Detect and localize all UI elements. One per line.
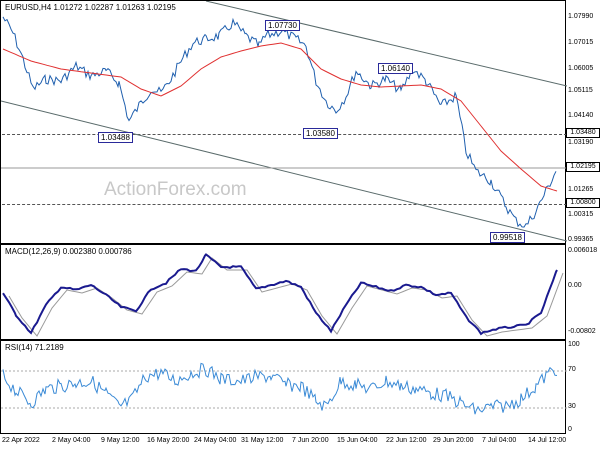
price-axis-label: 1.03190 — [568, 139, 594, 146]
price-axis-label: 1.01265 — [568, 186, 594, 193]
x-axis-label: 29 Jun 20:00 — [433, 437, 474, 444]
annotation-high-1: 1.07730 — [265, 20, 300, 31]
rsi-axis-label: 100 — [568, 341, 580, 348]
price-axis-label: 1.06005 — [568, 65, 594, 72]
moving-average-line — [2, 42, 558, 192]
x-axis-label: 7 Jun 20:00 — [292, 437, 329, 444]
price-axis-label: 1.07015 — [568, 39, 594, 46]
price-box-current: 1.02195 — [566, 162, 600, 172]
rsi-title: RSI(14) 71.2189 — [5, 343, 64, 352]
rsi-axis-label: 30 — [568, 403, 576, 410]
x-axis-label: 7 Jul 04:00 — [482, 437, 517, 444]
channel-lower-line — [1, 100, 567, 242]
price-axis-label: 1.00315 — [568, 211, 594, 218]
x-axis-label: 31 May 12:00 — [241, 437, 284, 444]
rsi-axis-label: 0 — [568, 426, 572, 433]
level-line-2 — [2, 204, 567, 205]
price-axis-label: 1.04140 — [568, 112, 594, 119]
rsi-line — [2, 362, 558, 415]
macd-axis-label: -0.00802 — [568, 328, 596, 335]
annotation-low-1: 1.03488 — [98, 132, 133, 143]
price-chart-title: EURUSD,H4 1.01272 1.02287 1.01263 1.0219… — [5, 3, 176, 12]
price-axis-label: 0.99365 — [568, 236, 594, 243]
price-chart-panel[interactable]: EURUSD,H4 1.01272 1.02287 1.01263 1.0219… — [0, 0, 567, 244]
macd-line — [2, 253, 558, 336]
annotation-low-3: 0.99518 — [490, 232, 525, 243]
macd-title: MACD(12,26,9) 0.002380 0.000786 — [5, 247, 132, 256]
x-axis-label: 14 Jul 12:00 — [528, 437, 567, 444]
macd-canvas — [2, 253, 564, 337]
price-chart-canvas — [1, 1, 567, 242]
macd-axis-label: 0.006018 — [568, 247, 598, 254]
level-line-1 — [2, 134, 567, 135]
rsi-panel[interactable]: RSI(14) 71.2189 — [0, 340, 567, 434]
rsi-canvas — [1, 362, 567, 415]
price-axis-label: 1.05115 — [568, 87, 593, 94]
x-axis-label: 2 May 04:00 — [52, 437, 91, 444]
annotation-low-2: 1.03580 — [303, 128, 338, 139]
price-series — [2, 16, 557, 228]
x-axis-label: 24 May 04:00 — [194, 437, 237, 444]
annotation-high-2: 1.06140 — [378, 63, 413, 74]
x-axis-label: 15 Jun 04:00 — [337, 437, 378, 444]
price-box-level-2: 1.00800 — [566, 198, 600, 208]
price-axis-label: 1.07990 — [568, 13, 594, 20]
rsi-axis-label: 70 — [568, 366, 576, 373]
x-axis-label: 16 May 20:00 — [147, 437, 190, 444]
x-axis-label: 9 May 12:00 — [101, 437, 140, 444]
watermark: ActionForex.com — [104, 179, 247, 200]
macd-axis-label: 0.00 — [568, 282, 582, 289]
price-box-level-1: 1.03480 — [566, 128, 600, 138]
macd-signal-line — [8, 257, 564, 337]
x-axis-label: 22 Apr 2022 — [2, 437, 40, 444]
macd-panel[interactable]: MACD(12,26,9) 0.002380 0.000786 — [0, 244, 566, 340]
x-axis-label: 22 Jun 12:00 — [386, 437, 427, 444]
channel-upper-line — [205, 1, 567, 87]
